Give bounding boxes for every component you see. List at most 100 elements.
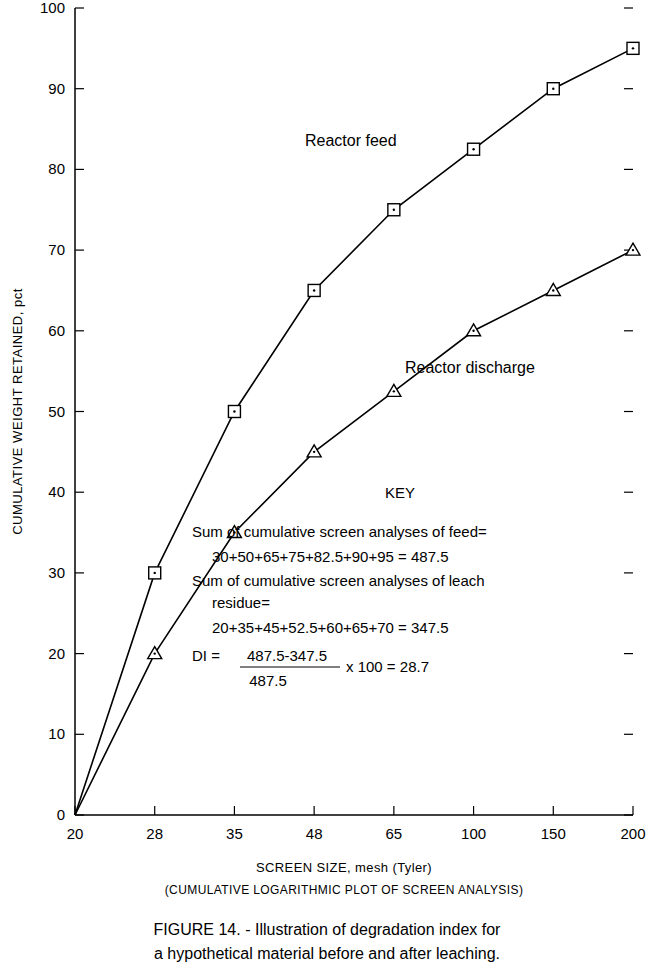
marker xyxy=(149,567,161,579)
y-tick-right xyxy=(624,734,633,735)
fraction-bar xyxy=(240,667,340,668)
marker-shape xyxy=(547,83,559,95)
marker xyxy=(626,243,640,255)
marker-shape xyxy=(627,42,639,54)
marker-shape xyxy=(148,647,162,659)
x-tick xyxy=(154,806,155,815)
key-title: KEY xyxy=(385,484,415,501)
marker-dot xyxy=(393,209,395,211)
marker-shape xyxy=(468,143,480,155)
x-tick-label: 150 xyxy=(541,825,566,842)
marker-shape xyxy=(546,283,560,295)
x-axis xyxy=(75,814,633,816)
x-tick xyxy=(473,806,474,815)
series-line xyxy=(75,48,633,815)
marker-dot xyxy=(393,390,395,392)
y-tick xyxy=(75,7,84,8)
y-tick-label: 0 xyxy=(57,806,65,823)
y-label: CUMULATIVE WEIGHT RETAINED, pct xyxy=(10,288,25,535)
x-tick xyxy=(314,806,315,815)
marker xyxy=(467,324,481,336)
key-line: 20+35+45+52.5+60+65+70 = 347.5 xyxy=(212,619,449,636)
x-tick xyxy=(234,806,235,815)
x-tick-label: 35 xyxy=(226,825,243,842)
marker-shape xyxy=(467,324,481,336)
marker-shape xyxy=(228,406,240,418)
x-tick xyxy=(632,806,633,815)
marker xyxy=(307,445,321,457)
marker-shape xyxy=(626,243,640,255)
chart: 0102030405060708090100202835486510015020… xyxy=(0,0,654,970)
y-tick-right xyxy=(624,653,633,654)
marker-dot xyxy=(472,330,474,332)
y-tick-label: 40 xyxy=(48,483,65,500)
plot-area xyxy=(75,42,640,815)
y-tick xyxy=(75,250,84,251)
key-line: Sum of cumulative screen analyses of fee… xyxy=(192,523,487,540)
x-label: (CUMULATIVE LOGARITHMIC PLOT OF SCREEN A… xyxy=(165,883,524,897)
y-tick-label: 80 xyxy=(48,160,65,177)
series-label: Reactor feed xyxy=(305,132,397,149)
marker xyxy=(387,384,401,396)
x-tick-label: 28 xyxy=(146,825,163,842)
key-line: residue= xyxy=(212,594,270,611)
marker-dot xyxy=(154,652,156,654)
marker-dot xyxy=(472,148,474,150)
marker-dot xyxy=(233,410,235,412)
y-tick-right xyxy=(624,814,633,815)
marker-shape xyxy=(387,384,401,396)
marker xyxy=(468,143,480,155)
x-tick xyxy=(553,806,554,815)
y-tick-right xyxy=(624,88,633,89)
marker-dot xyxy=(154,572,156,574)
formula-denominator: 487.5 xyxy=(249,672,287,689)
y-tick xyxy=(75,572,84,573)
y-tick xyxy=(75,814,84,815)
title: FIGURE 14. - Illustration of degradation… xyxy=(154,921,502,938)
y-tick xyxy=(75,653,84,654)
marker xyxy=(228,406,240,418)
y-tick-right xyxy=(624,411,633,412)
marker xyxy=(308,284,320,296)
y-tick-label: 20 xyxy=(48,645,65,662)
x-tick-label: 200 xyxy=(620,825,645,842)
y-tick-right xyxy=(624,572,633,573)
y-tick xyxy=(75,88,84,89)
title: a hypothetical material before and after… xyxy=(154,945,500,962)
series-line xyxy=(75,250,633,815)
y-tick-right xyxy=(624,7,633,8)
marker xyxy=(547,83,559,95)
y-tick xyxy=(75,492,84,493)
marker-dot xyxy=(552,289,554,291)
y-tick xyxy=(75,411,84,412)
marker-shape xyxy=(308,284,320,296)
formula-label: DI = xyxy=(192,647,220,664)
key-line: 30+50+65+75+82.5+90+95 = 487.5 xyxy=(212,548,449,565)
y-tick-right xyxy=(624,492,633,493)
x-tick-label: 100 xyxy=(461,825,486,842)
y-tick xyxy=(75,169,84,170)
marker xyxy=(148,647,162,659)
marker-shape xyxy=(307,445,321,457)
marker xyxy=(388,204,400,216)
y-tick xyxy=(75,734,84,735)
y-tick-label: 60 xyxy=(48,322,65,339)
y-tick-label: 30 xyxy=(48,564,65,581)
y-tick-label: 70 xyxy=(48,241,65,258)
marker-shape xyxy=(388,204,400,216)
y-tick-label: 100 xyxy=(40,0,65,16)
marker-dot xyxy=(632,47,634,49)
y-tick-right xyxy=(624,169,633,170)
key-line: Sum of cumulative screen analyses of lea… xyxy=(192,572,485,589)
y-tick-right xyxy=(624,330,633,331)
series-label: Reactor discharge xyxy=(405,359,535,376)
x-tick xyxy=(393,806,394,815)
y-tick-label: 10 xyxy=(48,725,65,742)
x-tick-label: 65 xyxy=(386,825,403,842)
marker xyxy=(546,283,560,295)
marker-dot xyxy=(552,88,554,90)
formula-numerator: 487.5-347.5 xyxy=(247,647,327,664)
y-tick xyxy=(75,330,84,331)
marker-dot xyxy=(313,289,315,291)
marker-shape xyxy=(149,567,161,579)
